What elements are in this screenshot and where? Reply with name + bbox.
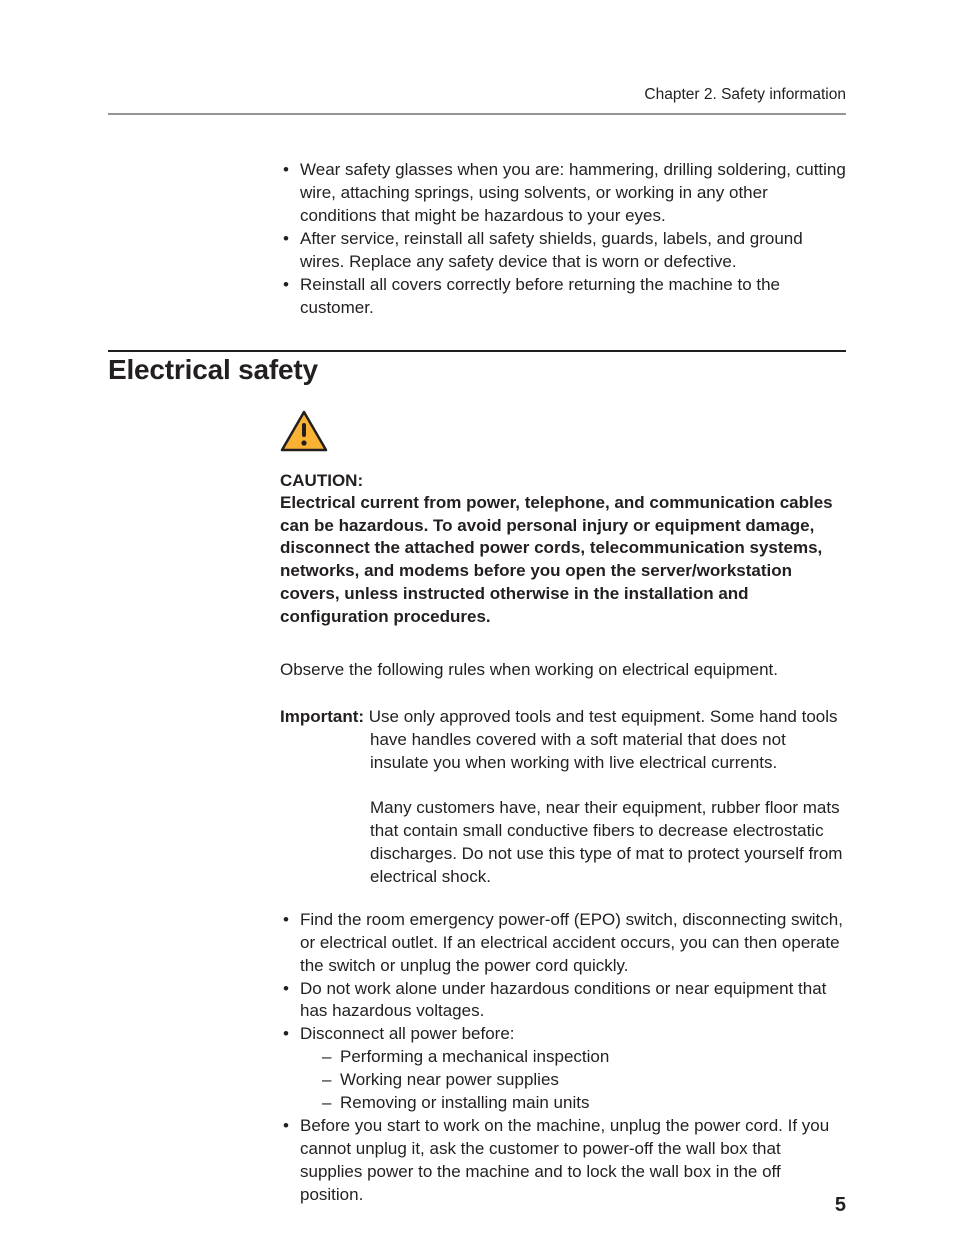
sub-list-item: Working near power supplies bbox=[322, 1069, 846, 1092]
list-item-text: Disconnect all power before: bbox=[300, 1024, 515, 1043]
list-item: Before you start to work on the machine,… bbox=[280, 1115, 846, 1207]
top-bullets: Wear safety glasses when you are: hammer… bbox=[280, 159, 846, 320]
top-bullet-block: Wear safety glasses when you are: hammer… bbox=[280, 159, 846, 320]
list-item: Do not work alone under hazardous condit… bbox=[280, 978, 846, 1024]
observe-text: Observe the following rules when working… bbox=[280, 659, 846, 682]
important-text-1: Use only approved tools and test equipme… bbox=[369, 707, 838, 772]
sub-list-item: Performing a mechanical inspection bbox=[322, 1046, 846, 1069]
list-item: After service, reinstall all safety shie… bbox=[280, 228, 846, 274]
page: Chapter 2. Safety information Wear safet… bbox=[0, 0, 954, 1207]
important-label: Important: bbox=[280, 707, 369, 726]
caution-label: CAUTION: bbox=[280, 471, 846, 491]
important-paragraph-2: Many customers have, near their equipmen… bbox=[280, 797, 846, 889]
sub-list: Performing a mechanical inspection Worki… bbox=[322, 1046, 846, 1115]
sub-list-item: Removing or installing main units bbox=[322, 1092, 846, 1115]
list-item: Disconnect all power before: Performing … bbox=[280, 1023, 846, 1115]
important-block: Important: Use only approved tools and t… bbox=[280, 706, 846, 889]
caution-text: Electrical current from power, telephone… bbox=[280, 492, 846, 630]
list-item: Reinstall all covers correctly before re… bbox=[280, 274, 846, 320]
list-item: Find the room emergency power-off (EPO) … bbox=[280, 909, 846, 978]
section-heading: Electrical safety bbox=[108, 354, 846, 386]
page-number: 5 bbox=[835, 1194, 846, 1217]
list-item: Wear safety glasses when you are: hammer… bbox=[280, 159, 846, 228]
header-rule bbox=[108, 113, 846, 115]
running-header: Chapter 2. Safety information bbox=[108, 86, 846, 104]
rules-list: Find the room emergency power-off (EPO) … bbox=[280, 909, 846, 1207]
section-body: CAUTION: Electrical current from power, … bbox=[280, 410, 846, 1207]
important-paragraph-1: Important: Use only approved tools and t… bbox=[280, 706, 846, 775]
caution-icon bbox=[280, 410, 846, 457]
section-rule bbox=[108, 350, 846, 352]
